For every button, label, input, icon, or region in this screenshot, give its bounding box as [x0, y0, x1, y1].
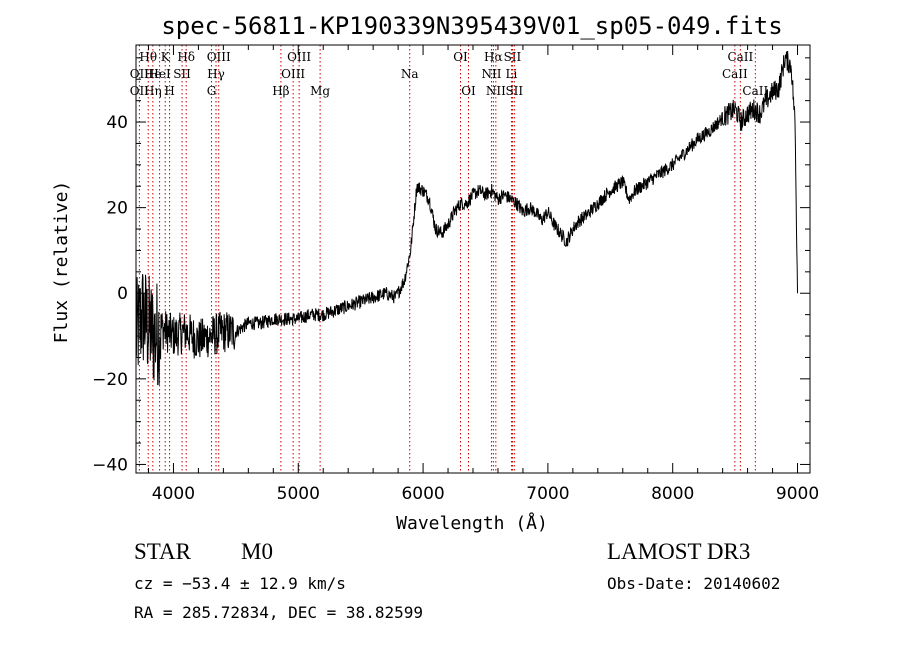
line-marker-label: OIII — [207, 50, 231, 64]
line-marker-label: HeI — [148, 67, 171, 81]
plot-frame-rect — [135, 44, 811, 474]
line-marker-label: NII — [486, 84, 506, 98]
line-marker-label: CaII — [742, 84, 768, 98]
x-tick-label: 4000 — [152, 484, 195, 504]
line-marker-label: Hη — [144, 84, 162, 98]
x-tick-label: 9000 — [776, 484, 819, 504]
y-tick-label: 40 — [106, 113, 128, 133]
line-marker-label: H — [164, 84, 174, 98]
line-marker-label: SII — [504, 50, 522, 64]
line-marker-label: OII — [130, 67, 150, 81]
line-marker-label: Hδ — [177, 50, 195, 64]
y-tick-label: 20 — [106, 199, 128, 219]
line-marker-label: OIII — [287, 50, 311, 64]
line-marker-label: K — [161, 50, 171, 64]
x-tick-label: 6000 — [401, 484, 444, 504]
line-marker-label: SII — [173, 67, 191, 81]
line-marker-label: Hθ — [139, 50, 157, 64]
line-marker-label: Hγ — [207, 67, 225, 81]
line-marker-label: G — [207, 84, 217, 98]
y-tick-label: −40 — [92, 455, 128, 475]
x-axis-label: Wavelength (Å) — [396, 512, 548, 534]
coordinates: RA = 285.72834, DEC = 38.82599 — [134, 603, 423, 622]
redshift-text: cz = −53.4 ± 12.9 km/s — [134, 574, 346, 593]
line-marker-label: CaII — [722, 67, 748, 81]
line-marker-label: OI — [453, 50, 468, 64]
line-marker-label: NII — [481, 67, 501, 81]
line-marker-label: Na — [401, 67, 419, 81]
line-marker-label: SII — [505, 84, 523, 98]
series-group — [135, 50, 798, 386]
y-tick-label: 0 — [117, 284, 128, 304]
plot-frame — [135, 44, 811, 474]
line-marker-label: Hβ — [272, 84, 289, 98]
survey-name: LAMOST DR3 — [607, 539, 751, 564]
tick-group: 4000 5000 6000 7000 8000 9000 −40 −20 0 20 40 — [92, 45, 819, 504]
line-marker-label: OI — [461, 84, 476, 98]
obs-date: Obs-Date: 20140602 — [607, 574, 781, 593]
x-tick-label: 7000 — [526, 484, 569, 504]
y-tick-label: −20 — [92, 370, 128, 390]
flux-series-line — [135, 50, 798, 386]
spectrum-chart: spec-56811-KP190339N395439V01_sp05-049.f… — [51, 12, 819, 534]
y-axis-label: Flux (relative) — [51, 181, 72, 344]
line-marker-label: OII — [130, 84, 150, 98]
line-marker-label: He — [144, 67, 162, 81]
line-marker-label: Hα — [484, 50, 503, 64]
x-tick-label: 5000 — [277, 484, 320, 504]
line-marker-label: CaII — [727, 50, 753, 64]
x-tick-label: 8000 — [651, 484, 694, 504]
object-subclass: M0 — [241, 539, 273, 564]
object-class: STAR — [134, 539, 191, 564]
line-marker-label: OIII — [281, 67, 305, 81]
line-marker-label: Li — [506, 67, 518, 81]
chart-title: spec-56811-KP190339N395439V01_sp05-049.f… — [161, 12, 782, 40]
line-marker-label: Mg — [310, 84, 330, 98]
